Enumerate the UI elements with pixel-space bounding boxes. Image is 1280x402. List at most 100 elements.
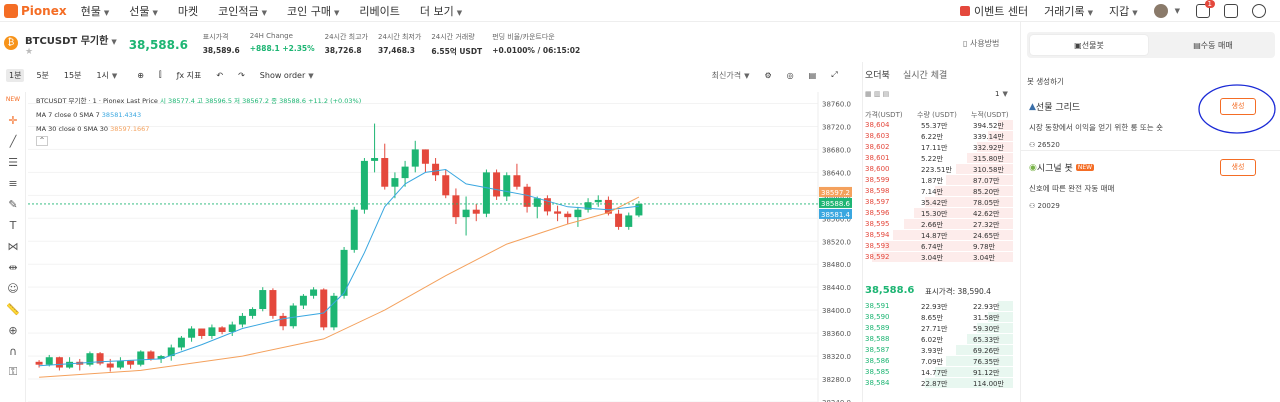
ruler-icon[interactable]: 📏 — [6, 302, 20, 316]
price-chart[interactable]: 38760.038720.038680.038640.038600.038560… — [28, 92, 856, 402]
ask-row[interactable]: 38,599 1.87만 87.07만 — [863, 175, 1013, 186]
pattern-icon[interactable]: ⋈ — [7, 239, 19, 253]
stat-mark: 표시가격 38,589.6 — [203, 32, 240, 55]
candle-body — [208, 327, 216, 336]
chevron-down-icon: ▼ — [1132, 9, 1138, 17]
nav-more[interactable]: 더 보기 ▼ — [420, 3, 462, 19]
bot-card-futures-grid[interactable]: ▲ 선물 그리드 시장 동향에서 이익을 얻기 위한 롱 또는 숏 ⚇ 2652… — [1029, 100, 1274, 150]
bot-card-signal[interactable]: ◉ 시그널 봇 NEW 신호에 따른 완전 자동 매매 ⚇ 20029 — [1029, 161, 1274, 211]
depth-bar — [956, 345, 1013, 355]
ask-row[interactable]: 38,604 55.37만 394.52만 — [863, 120, 1013, 131]
candle-body — [401, 166, 409, 179]
stat-high: 24시간 최고가 38,726.8 — [325, 32, 368, 55]
measure-icon[interactable]: ⇹ — [8, 260, 18, 274]
horizontal-lines-icon[interactable]: ☰ — [8, 155, 18, 169]
ask-row[interactable]: 38,595 2.66만 27.32만 — [863, 219, 1013, 230]
how-to-use-link[interactable]: ▯ 사용방법 — [963, 38, 999, 49]
candle-body — [350, 209, 358, 250]
chevron-down-icon: ▼ — [1002, 90, 1008, 98]
row-price: 38,587 — [865, 346, 890, 354]
timeframe-5m[interactable]: 5분 — [36, 70, 49, 80]
tab-manual-trade[interactable]: ▤ 수동 매매 — [1154, 35, 1272, 55]
magnet-icon[interactable]: ∩ — [8, 344, 18, 358]
create-futures-grid-button[interactable]: 생성 — [1220, 98, 1256, 115]
ma7-price-tag-text: 38581.4 — [821, 211, 850, 219]
candle-type-icon[interactable]: ⫿ — [159, 70, 162, 79]
undo-icon[interactable]: ↶ — [216, 70, 224, 80]
ask-row[interactable]: 38,593 6.74만 9.78만 — [863, 241, 1013, 252]
row-total: 114.00만 — [973, 380, 1004, 388]
indicator-icon: ƒx — [176, 70, 187, 80]
ask-row[interactable]: 38,596 15.30만 42.62만 — [863, 208, 1013, 219]
ask-row[interactable]: 38,594 14.87만 24.65만 — [863, 230, 1013, 241]
row-amount: 223.51만 — [921, 166, 952, 174]
event-center-link[interactable]: 이벤트 센터 — [959, 3, 1029, 19]
ask-row[interactable]: 38,602 17.11만 332.92만 — [863, 142, 1013, 153]
ask-row[interactable]: 38,600 223.51만 310.58만 — [863, 164, 1013, 175]
ask-row[interactable]: 38,597 35.42만 78.05만 — [863, 197, 1013, 208]
trade-history-menu[interactable]: 거래기록 ▼ — [1044, 3, 1093, 19]
star-icon[interactable]: ★ — [25, 47, 34, 57]
nav-buy-crypto[interactable]: 코인 구매 ▼ — [287, 3, 339, 19]
precision-dropdown[interactable]: 1 ▼ — [995, 90, 1008, 98]
timeframe-1h[interactable]: 1시 ▼ — [93, 69, 120, 82]
bid-row[interactable]: 38,585 14.77만 91.12만 — [863, 367, 1013, 378]
zoom-in-icon[interactable]: ⊕ — [8, 323, 18, 337]
event-center-label: 이벤트 센터 — [973, 5, 1029, 18]
tab-trades[interactable]: 실시간 체결 — [903, 71, 948, 81]
row-total: 78.05만 — [973, 199, 1000, 207]
timeframe-15m[interactable]: 15분 — [63, 70, 82, 80]
ask-row[interactable]: 38,601 5.22만 315.80만 — [863, 153, 1013, 164]
crosshair-icon[interactable]: ✛ — [8, 113, 18, 127]
bid-row[interactable]: 38,584 22.87만 114.00만 — [863, 378, 1013, 389]
view-toggle-icons[interactable]: ▦ ▥ ▤ — [865, 90, 890, 98]
nav-market[interactable]: 마켓 — [177, 4, 199, 18]
brush-icon[interactable]: ✎ — [8, 197, 18, 211]
settings-icon[interactable]: ⚙ — [764, 70, 772, 80]
add-indicator-icon[interactable]: ⊕ — [137, 70, 144, 80]
create-signal-bot-button[interactable]: 생성 — [1220, 159, 1256, 176]
nav-earn[interactable]: 코인적금 ▼ — [218, 3, 267, 19]
bid-row[interactable]: 38,586 7.09만 76.35만 — [863, 356, 1013, 367]
ask-row[interactable]: 38,603 6.22만 339.14만 — [863, 131, 1013, 142]
nav-futures[interactable]: 선물 ▼ — [129, 3, 158, 19]
nav-spot[interactable]: 현물 ▼ — [81, 3, 110, 19]
timeframe-1m[interactable]: 1분 — [6, 68, 25, 82]
bid-row[interactable]: 38,589 27.71만 59.30만 — [863, 323, 1013, 334]
bid-row[interactable]: 38,588 6.02만 65.33만 — [863, 334, 1013, 345]
bid-row[interactable]: 38,587 3.93만 69.26만 — [863, 345, 1013, 356]
lock-icon[interactable]: ⚿ — [8, 365, 18, 378]
ask-row[interactable]: 38,598 7.14만 85.20만 — [863, 186, 1013, 197]
camera-icon[interactable]: ◎ — [786, 70, 794, 80]
download-icon[interactable] — [1224, 4, 1238, 18]
account-menu[interactable]: ▼ — [1153, 4, 1180, 18]
row-price: 38,603 — [865, 132, 890, 140]
pionex-logo[interactable]: Pionex — [4, 3, 67, 18]
pair-selector[interactable]: BTCUSDT 무기한 ▼ ★ — [25, 32, 117, 57]
ma7-price-tag — [819, 208, 852, 219]
collapse-legend-icon[interactable]: ^ — [36, 136, 48, 146]
bid-row[interactable]: 38,590 8.65만 31.58만 — [863, 312, 1013, 323]
legend-open: 시 38577.4 — [160, 97, 195, 105]
emoji-icon[interactable]: ☺ — [7, 281, 19, 295]
redo-icon[interactable]: ↷ — [238, 70, 245, 80]
wallet-menu[interactable]: 지갑 ▼ — [1109, 3, 1138, 19]
nav-rebate[interactable]: 리베이트 — [359, 4, 400, 18]
tab-futures-bot[interactable]: ▣ 선물봇 — [1030, 35, 1148, 55]
mail-icon[interactable]: 1 — [1196, 0, 1215, 18]
channel-icon[interactable]: ≡ — [8, 176, 18, 190]
show-order-dropdown[interactable]: Show order ▼ — [257, 70, 317, 81]
bid-row[interactable]: 38,591 22.93만 22.93만 — [863, 301, 1013, 312]
tab-orderbook[interactable]: 오더북 — [865, 71, 890, 81]
expand-icon[interactable]: ⤢ — [831, 70, 838, 79]
gear-icon[interactable] — [1252, 4, 1266, 18]
candle-body — [635, 203, 643, 216]
candle-body — [462, 209, 470, 218]
indicators-button[interactable]: ƒx 지표 — [174, 69, 205, 82]
trend-line-icon[interactable]: ╱ — [9, 134, 17, 148]
price-source-dropdown[interactable]: 최신가격 ▼ — [709, 69, 753, 82]
row-price: 38,602 — [865, 143, 890, 151]
text-icon[interactable]: T — [9, 218, 17, 232]
layout-icon[interactable]: ▤ — [808, 70, 817, 80]
ask-row[interactable]: 38,592 3.04만 3.04만 — [863, 252, 1013, 263]
